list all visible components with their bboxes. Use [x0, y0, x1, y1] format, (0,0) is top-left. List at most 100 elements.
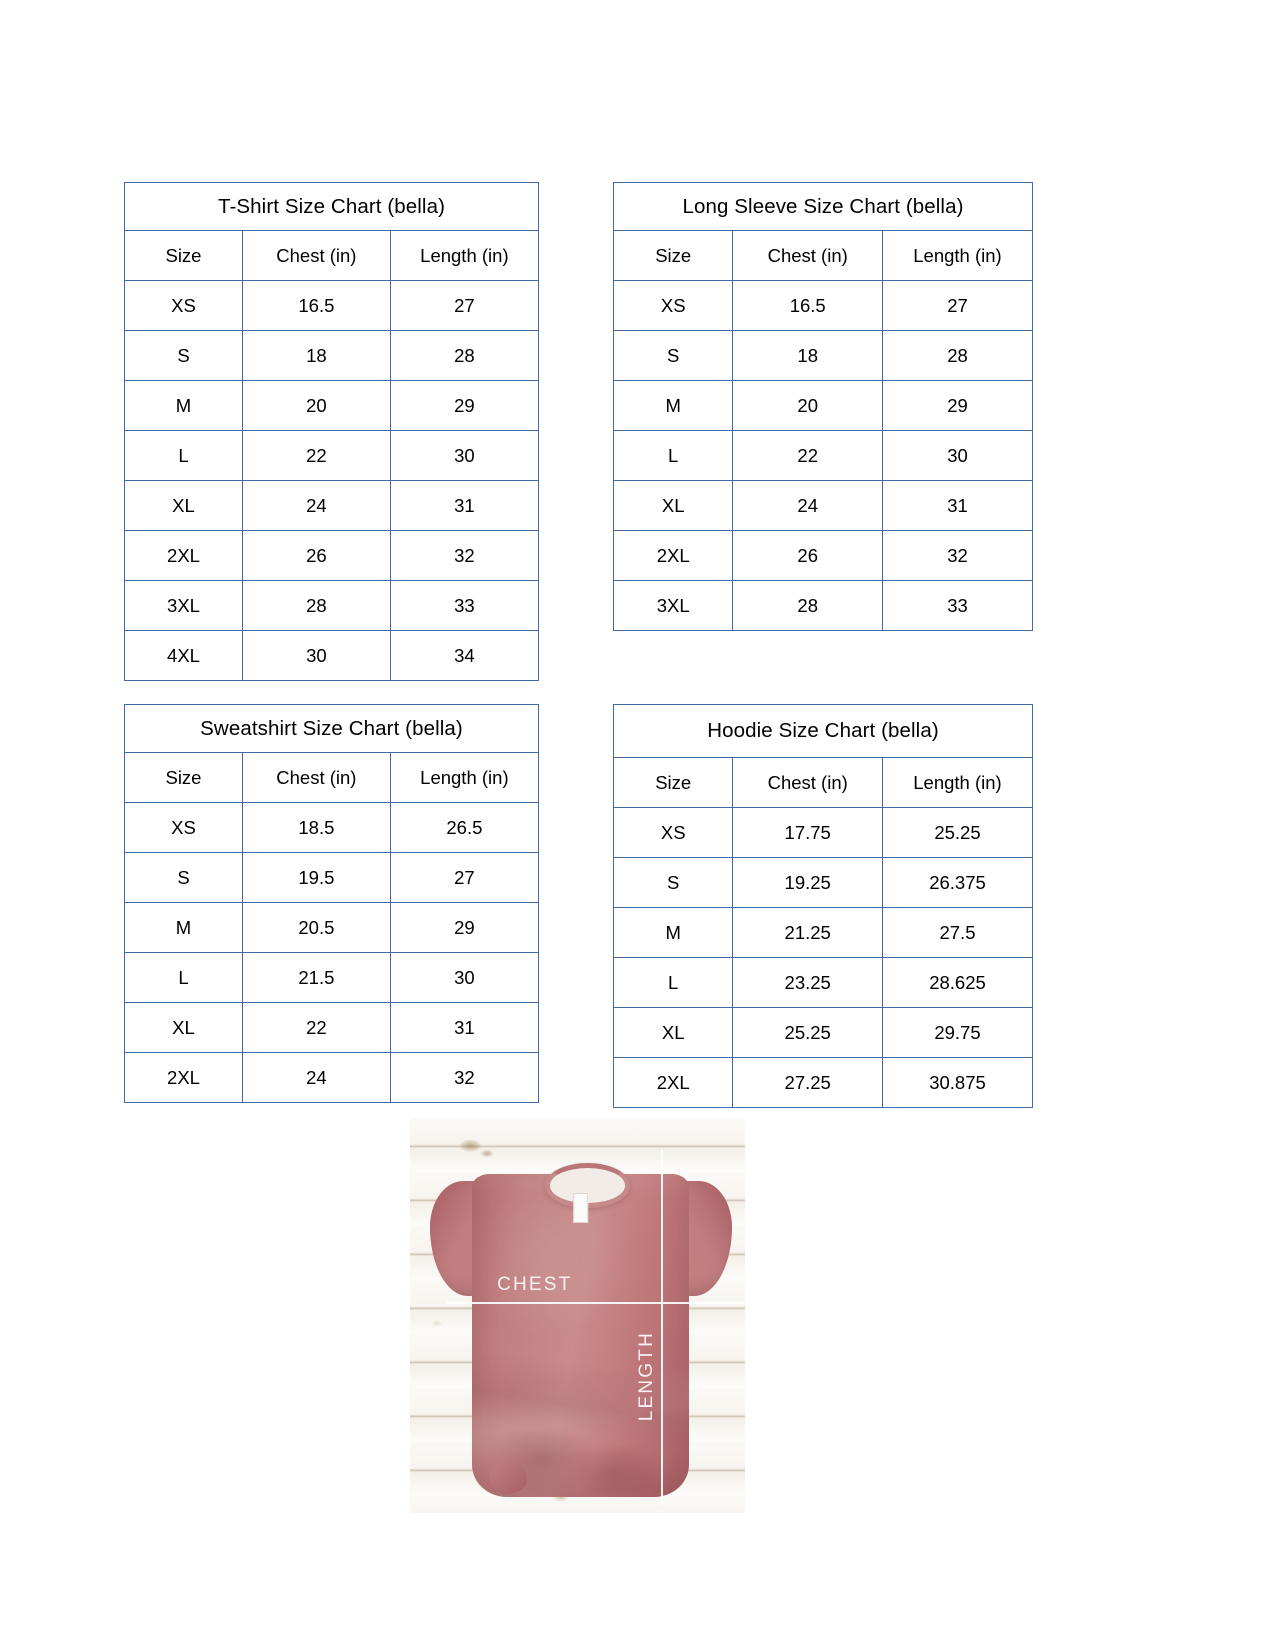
- cell-size: L: [124, 430, 243, 481]
- column-header-length: Length (in): [881, 757, 1034, 808]
- cell-length: 28: [881, 330, 1034, 381]
- cell-size: L: [612, 430, 734, 481]
- cell-chest: 17.75: [732, 807, 883, 858]
- cell-chest: 22: [732, 430, 883, 481]
- sweatshirt-size-chart-block: Sweatshirt Size Chart (bella) Size Chest…: [124, 704, 540, 1103]
- cell-chest: 26: [732, 530, 883, 581]
- table-row: XL 22 31: [124, 1002, 540, 1053]
- cell-size: M: [124, 902, 243, 953]
- cell-size: XS: [612, 807, 734, 858]
- table-row: XS 17.75 25.25: [612, 807, 1034, 858]
- cell-length: 30: [881, 430, 1034, 481]
- cell-chest: 18: [241, 330, 391, 381]
- cell-length: 30.875: [881, 1057, 1034, 1108]
- cell-length: 32: [389, 530, 540, 581]
- cell-chest: 19.5: [241, 852, 391, 903]
- longsleeve-chart-title: Long Sleeve Size Chart (bella): [613, 182, 1033, 231]
- cell-chest: 19.25: [732, 857, 883, 908]
- table-row: M 20.5 29: [124, 902, 540, 953]
- column-header-chest: Chest (in): [241, 230, 391, 281]
- table-row: XS 16.5 27: [612, 280, 1034, 331]
- cell-chest: 27.25: [732, 1057, 883, 1108]
- cell-chest: 20.5: [241, 902, 391, 953]
- cell-length: 31: [389, 1002, 540, 1053]
- table-row: 4XL 30 34: [124, 630, 540, 681]
- longsleeve-size-table: Long Sleeve Size Chart (bella) Size Ches…: [612, 182, 1034, 631]
- column-header-size: Size: [124, 230, 243, 281]
- cell-chest: 28: [241, 580, 391, 631]
- cell-chest: 18: [732, 330, 883, 381]
- cell-size: XL: [612, 480, 734, 531]
- cell-length: 27: [881, 280, 1034, 331]
- cell-chest: 25.25: [732, 1007, 883, 1058]
- table-header-row: Size Chest (in) Length (in): [612, 230, 1034, 281]
- cell-length: 33: [389, 580, 540, 631]
- column-header-length: Length (in): [389, 752, 540, 803]
- cell-size: 4XL: [124, 630, 243, 681]
- table-title-row: T-Shirt Size Chart (bella): [124, 182, 539, 231]
- cell-length: 32: [389, 1052, 540, 1103]
- table-header-row: Size Chest (in) Length (in): [124, 752, 540, 803]
- cell-size: XS: [612, 280, 734, 331]
- cell-size: S: [124, 330, 243, 381]
- table-row: 3XL 28 33: [612, 580, 1034, 631]
- table-row: L 22 30: [124, 430, 540, 481]
- cell-size: 3XL: [612, 580, 734, 631]
- tshirt-chart-title: T-Shirt Size Chart (bella): [124, 182, 539, 231]
- tshirt-illustration: [430, 1150, 732, 1498]
- cell-size: S: [612, 857, 734, 908]
- cell-length: 26.5: [389, 802, 540, 853]
- cell-length: 27.5: [881, 907, 1034, 958]
- cell-length: 30: [389, 430, 540, 481]
- table-row: XS 18.5 26.5: [124, 802, 540, 853]
- table-title-row: Sweatshirt Size Chart (bella): [124, 704, 539, 753]
- table-row: 2XL 27.25 30.875: [612, 1057, 1034, 1108]
- table-row: XL 25.25 29.75: [612, 1007, 1034, 1058]
- table-row: L 21.5 30: [124, 952, 540, 1003]
- table-row: 2XL 26 32: [124, 530, 540, 581]
- sweatshirt-size-table: Sweatshirt Size Chart (bella) Size Chest…: [124, 704, 540, 1103]
- cell-length: 32: [881, 530, 1034, 581]
- brand-tag: [573, 1193, 589, 1223]
- sweatshirt-chart-title: Sweatshirt Size Chart (bella): [124, 704, 539, 753]
- length-guide-line: [661, 1149, 664, 1506]
- tshirt-size-chart-block: T-Shirt Size Chart (bella) Size Chest (i…: [124, 182, 540, 681]
- table-row: S 18 28: [124, 330, 540, 381]
- cell-length: 29: [389, 902, 540, 953]
- tshirt-size-table: T-Shirt Size Chart (bella) Size Chest (i…: [124, 182, 540, 681]
- table-row: S 19.25 26.375: [612, 857, 1034, 908]
- chest-guide-label: CHEST: [497, 1274, 573, 1296]
- cell-length: 28: [389, 330, 540, 381]
- longsleeve-size-chart-block: Long Sleeve Size Chart (bella) Size Ches…: [612, 182, 1034, 631]
- table-row: XS 16.5 27: [124, 280, 540, 331]
- table-row: XL 24 31: [612, 480, 1034, 531]
- cell-length: 34: [389, 630, 540, 681]
- cell-chest: 22: [241, 430, 391, 481]
- cell-length: 30: [389, 952, 540, 1003]
- cell-size: L: [124, 952, 243, 1003]
- hoodie-size-chart-block: Hoodie Size Chart (bella) Size Chest (in…: [612, 704, 1034, 1108]
- table-row: 3XL 28 33: [124, 580, 540, 631]
- cell-chest: 26: [241, 530, 391, 581]
- cell-size: 3XL: [124, 580, 243, 631]
- chest-guide-line: [446, 1301, 745, 1304]
- table-row: L 23.25 28.625: [612, 957, 1034, 1008]
- table-row: M 20 29: [124, 380, 540, 431]
- length-guide-label: LENGTH: [636, 1331, 658, 1422]
- cell-chest: 16.5: [241, 280, 391, 331]
- cell-size: 2XL: [612, 1057, 734, 1108]
- column-header-chest: Chest (in): [732, 757, 883, 808]
- table-row: S 19.5 27: [124, 852, 540, 903]
- table-row: L 22 30: [612, 430, 1034, 481]
- column-header-chest: Chest (in): [241, 752, 391, 803]
- cell-chest: 18.5: [241, 802, 391, 853]
- cell-size: 2XL: [612, 530, 734, 581]
- measurement-guide-photo: CHEST LENGTH: [410, 1118, 745, 1513]
- cell-length: 25.25: [881, 807, 1034, 858]
- cell-size: M: [612, 907, 734, 958]
- column-header-length: Length (in): [881, 230, 1034, 281]
- cell-size: 2XL: [124, 530, 243, 581]
- table-row: XL 24 31: [124, 480, 540, 531]
- cell-length: 29: [881, 380, 1034, 431]
- cell-length: 26.375: [881, 857, 1034, 908]
